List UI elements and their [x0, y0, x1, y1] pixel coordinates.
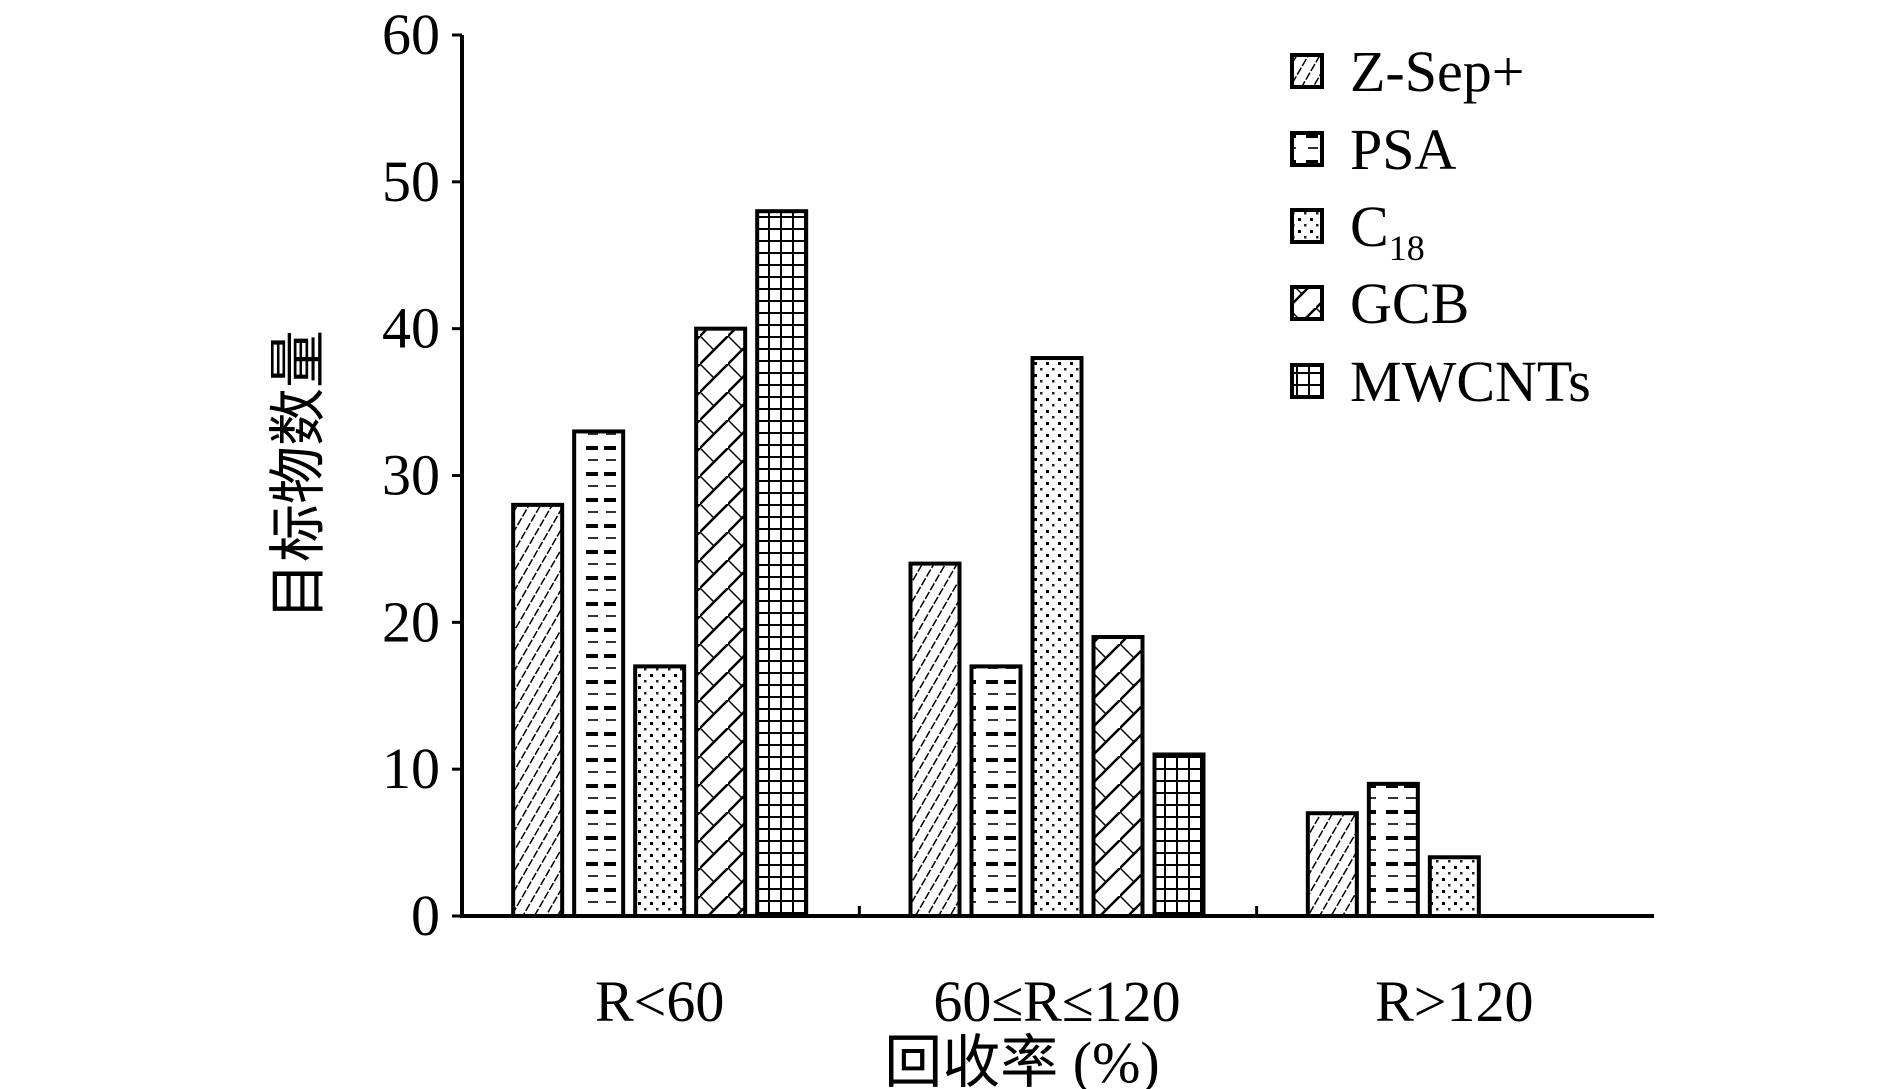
legend-label: PSA	[1350, 117, 1457, 182]
y-tick-label: 60	[382, 2, 440, 67]
x-tick-label: R<60	[595, 969, 724, 1034]
y-ticks: 0 10 20 30 40 50 60	[382, 2, 462, 948]
legend-swatch-psa	[1290, 131, 1324, 167]
y-tick-label: 30	[382, 443, 440, 508]
y-tick-label: 40	[382, 296, 440, 361]
bar-gcb-0	[694, 326, 748, 918]
legend-label: Z-Sep+	[1350, 39, 1524, 104]
legend-label: C18	[1350, 194, 1425, 268]
x-ticks: R<60 60≤R≤120 R>120	[595, 906, 1534, 1034]
x-tick-label: R>120	[1375, 969, 1533, 1034]
bar-gcb-1	[1091, 635, 1145, 918]
bar-psa-2	[1366, 781, 1420, 918]
y-tick-label: 10	[382, 736, 440, 801]
bars-group	[511, 209, 1481, 919]
y-axis-title: 目标物数量	[266, 330, 331, 620]
legend-label: MWCNTs	[1350, 349, 1591, 414]
bar-z-sep--0	[511, 502, 565, 918]
y-tick-label: 20	[382, 589, 440, 654]
bar-c18-0	[633, 664, 687, 919]
legend-swatch-z-sep-	[1290, 53, 1324, 89]
y-tick-label: 0	[411, 883, 440, 948]
bar-z-sep--1	[908, 561, 962, 918]
legend-label: GCB	[1350, 271, 1469, 336]
legend-swatch-gcb	[1290, 285, 1324, 321]
bar-c18-1	[1030, 356, 1084, 918]
bar-z-sep--2	[1305, 811, 1359, 919]
x-tick-label: 60≤R≤120	[933, 969, 1180, 1034]
legend-swatch-mwcnts	[1290, 363, 1324, 399]
bar-mwcnts-0	[755, 209, 809, 918]
bar-psa-0	[572, 429, 626, 918]
bar-mwcnts-1	[1152, 752, 1206, 918]
bar-c18-2	[1427, 855, 1481, 918]
x-axis-title: 回收率 (%)	[884, 1030, 1159, 1089]
bar-psa-1	[969, 664, 1023, 919]
legend-swatch-c18	[1290, 208, 1324, 244]
y-tick-label: 50	[382, 149, 440, 214]
